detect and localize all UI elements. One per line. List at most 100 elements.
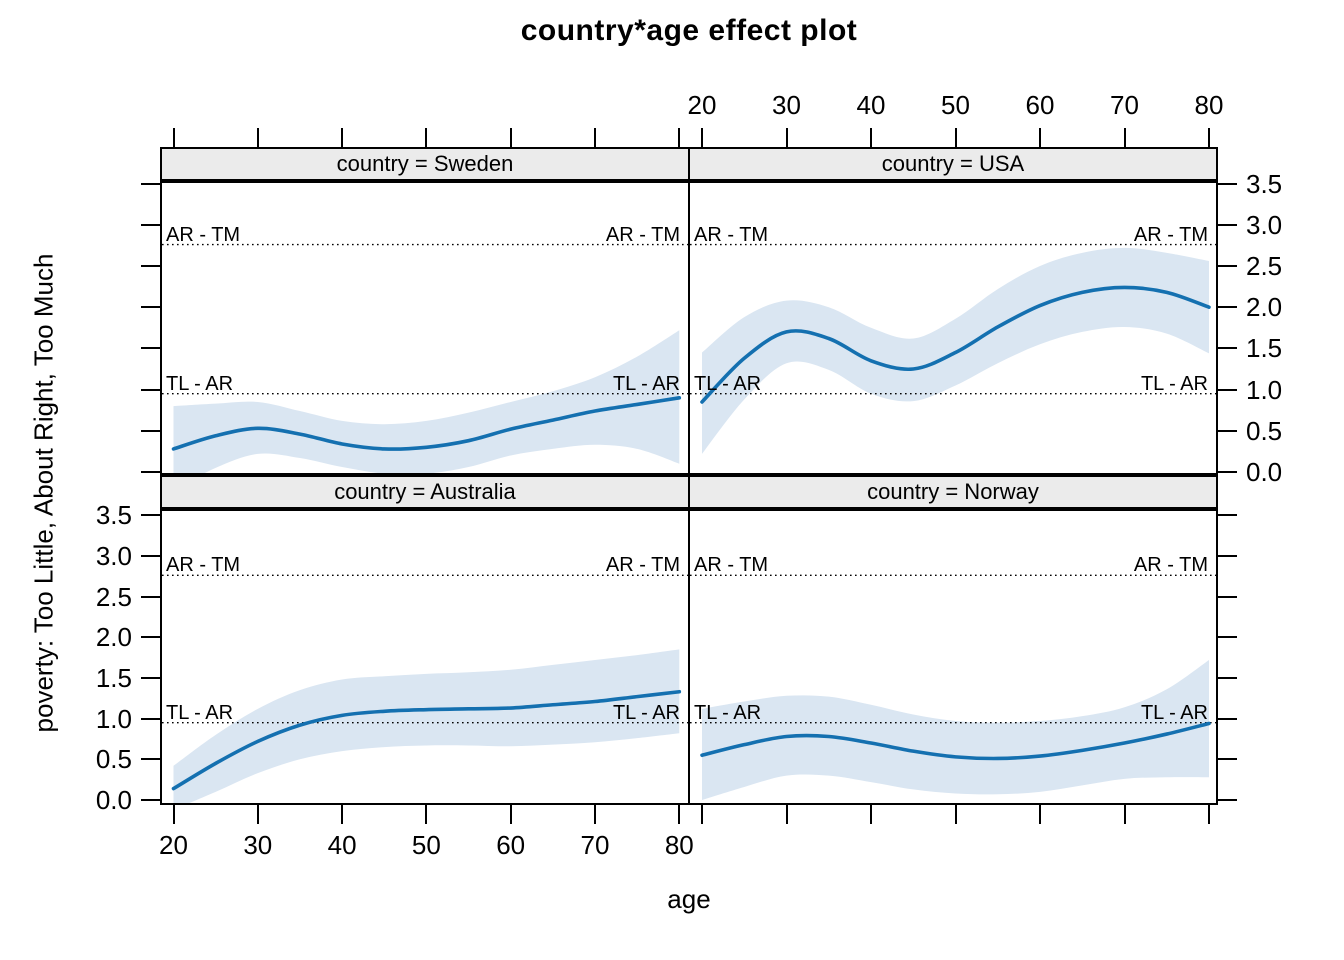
y-axis-tick-label-left: 2.0 — [95, 622, 132, 653]
panel-norway: TL - AR TL - AR AR - TM AR - TM — [688, 509, 1218, 805]
axis-tick — [172, 805, 175, 824]
x-axis-tick-label-top: 50 — [941, 90, 970, 120]
axis-tick — [954, 128, 957, 147]
x-axis-tick-label-bottom: 40 — [327, 830, 357, 860]
threshold-label: TL - AR — [694, 701, 762, 724]
x-axis-label: age — [667, 884, 711, 914]
x-axis-tick-label-top: 20 — [687, 90, 717, 120]
axis-tick — [1218, 429, 1237, 432]
axis-tick — [1218, 514, 1237, 517]
threshold-label: TL - AR — [166, 701, 234, 724]
x-axis-tick-label-top: 70 — [1110, 90, 1139, 120]
panel-header-usa: country = USA — [688, 147, 1218, 181]
y-axis-tick-label-left: 0.0 — [95, 785, 132, 815]
threshold-label: AR - TM — [605, 223, 680, 246]
y-axis-tick-label-left: 2.5 — [95, 581, 132, 612]
effect-curve — [171, 689, 682, 791]
axis-tick — [1218, 306, 1237, 309]
axis-tick — [1218, 471, 1237, 473]
threshold-label: TL - AR — [612, 372, 680, 395]
axis-tick — [1123, 805, 1126, 824]
panel-header-sweden: country = Sweden — [160, 147, 690, 181]
axis-tick — [678, 805, 681, 824]
y-axis-tick-label-left: 1.5 — [95, 662, 132, 693]
x-axis-tick-label-bottom: 70 — [580, 830, 610, 860]
axis-tick — [954, 805, 957, 824]
axis-tick — [594, 805, 596, 824]
threshold-label: TL - AR — [612, 701, 680, 724]
axis-tick — [1208, 128, 1210, 147]
axis-tick — [141, 471, 160, 473]
axis-tick — [785, 128, 788, 147]
axis-tick — [785, 805, 788, 824]
axis-tick — [678, 128, 681, 147]
axis-tick — [1218, 265, 1237, 267]
axis-tick — [141, 717, 160, 720]
axis-tick — [141, 388, 160, 391]
axis-tick — [1218, 182, 1237, 185]
axis-tick — [141, 554, 160, 557]
panel-plot-area — [162, 574, 688, 803]
threshold-label: AR - TM — [694, 223, 769, 246]
panel-plot-area — [690, 243, 1216, 454]
threshold-label: AR - TM — [166, 554, 241, 577]
axis-tick — [1218, 799, 1237, 801]
panel-usa: TL - AR TL - AR AR - TM AR - TM — [688, 181, 1218, 475]
y-axis-tick-label-left: 1.0 — [95, 703, 132, 734]
panel-header-label: country = Sweden — [336, 151, 514, 176]
page-title: country*age effect plot — [520, 14, 858, 47]
axis-tick — [425, 805, 428, 824]
axis-tick — [509, 128, 512, 147]
axis-tick — [1218, 554, 1237, 557]
x-axis-tick-label-bottom: 30 — [243, 830, 273, 860]
axis-tick — [1218, 223, 1237, 226]
axis-tick — [141, 595, 160, 598]
threshold-label: TL - AR — [1140, 701, 1208, 724]
y-axis-tick-label-right: 3.5 — [1246, 168, 1283, 199]
x-axis-tick-label-bottom: 60 — [496, 830, 526, 860]
effect-curve — [700, 721, 1211, 761]
y-axis-tick-label-right: 2.5 — [1246, 251, 1283, 281]
y-axis-tick-label-right: 0.0 — [1246, 457, 1283, 487]
axis-tick — [594, 128, 596, 147]
threshold-label: TL - AR — [694, 372, 762, 395]
panel-plot-area — [162, 243, 688, 473]
axis-tick — [1218, 758, 1237, 761]
x-axis-tick-label-top: 80 — [1194, 90, 1224, 120]
y-axis-label: poverty: Too Little, About Right, Too Mu… — [28, 253, 59, 733]
y-axis-tick-label-left: 0.5 — [95, 744, 132, 775]
axis-tick — [1039, 805, 1041, 824]
axis-tick — [172, 128, 175, 147]
axis-tick — [1218, 595, 1237, 598]
x-axis-tick-label-bottom: 80 — [664, 830, 694, 860]
x-axis-tick-label-bottom: 50 — [411, 830, 441, 860]
axis-tick — [1218, 717, 1237, 720]
confidence-band — [702, 659, 1209, 800]
axis-tick — [701, 805, 703, 824]
axis-tick — [870, 805, 872, 824]
threshold-label: AR - TM — [605, 554, 680, 577]
axis-tick — [1039, 128, 1041, 147]
threshold-label: AR - TM — [166, 223, 241, 246]
confidence-band — [173, 649, 680, 803]
axis-tick — [141, 514, 160, 517]
axis-tick — [509, 805, 512, 824]
panel-header-label: country = USA — [881, 151, 1025, 176]
panel-header-label: country = Norway — [867, 479, 1039, 504]
axis-tick — [1218, 636, 1237, 639]
axis-tick — [1208, 805, 1210, 824]
panel-plot-area — [690, 574, 1216, 800]
panel-header-norway: country = Norway — [688, 475, 1218, 509]
y-axis-tick-label-right: 2.0 — [1246, 292, 1283, 323]
axis-tick — [141, 347, 160, 350]
y-axis-tick-label-right: 3.0 — [1246, 209, 1283, 240]
threshold-label: TL - AR — [1140, 372, 1208, 395]
axis-tick — [870, 128, 872, 147]
threshold-label: AR - TM — [1133, 554, 1208, 577]
y-axis-tick-label-right: 1.0 — [1246, 374, 1283, 405]
axis-tick — [1218, 676, 1237, 679]
axis-tick — [425, 128, 428, 147]
axis-tick — [141, 306, 160, 309]
axis-tick — [141, 758, 160, 761]
